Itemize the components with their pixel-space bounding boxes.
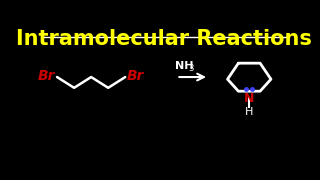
Text: 3: 3: [188, 64, 193, 73]
Text: NH: NH: [175, 61, 193, 71]
Text: H: H: [245, 107, 253, 117]
Text: N: N: [244, 92, 254, 105]
Text: Br: Br: [38, 69, 55, 83]
Text: Br: Br: [127, 69, 144, 83]
Text: Intramolecular Reactions: Intramolecular Reactions: [16, 29, 312, 49]
